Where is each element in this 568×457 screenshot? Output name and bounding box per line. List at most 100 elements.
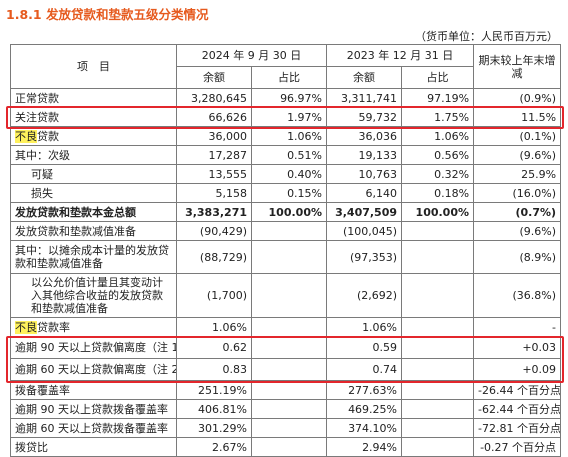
header-item: 项 目 xyxy=(10,44,177,89)
change-value: -62.44 个百分点 xyxy=(473,399,562,419)
ratio-2024: 1.06% xyxy=(250,126,328,146)
row-label: 正常贷款 xyxy=(10,88,177,108)
table-row: 以公允价值计量且其变动计入其他综合收益的发放贷款和垫款减值准备 (1,700) … xyxy=(10,273,562,318)
ratio-2024: 1.97% xyxy=(250,107,328,127)
row-label-rest: 贷款率 xyxy=(37,320,70,334)
highlight-box-overdue-deviation xyxy=(6,336,564,383)
balance-2024: 3,383,271 xyxy=(176,202,252,222)
balance-2023: (2,692) xyxy=(326,273,403,318)
loan-classification-table: 项 目 2024 年 9 月 30 日 2023 年 12 月 31 日 期末较… xyxy=(10,44,562,457)
balance-2024: (1,700) xyxy=(176,273,252,318)
table-row: 发放贷款和垫款本金总额 3,383,271 100.00% 3,407,509 … xyxy=(10,202,562,222)
balance-2023: 277.63% xyxy=(326,380,403,400)
change-value: (8.9%) xyxy=(473,240,562,274)
balance-2024: 3,280,645 xyxy=(176,88,252,108)
balance-2023: 10,763 xyxy=(326,164,403,184)
balance-2023: 3,407,509 xyxy=(326,202,403,222)
table-row: 关注贷款 66,626 1.97% 59,732 1.75% 11.5% xyxy=(10,107,562,127)
header-ratio-2024: 占比 xyxy=(250,66,328,89)
balance-2024: (88,729) xyxy=(176,240,252,274)
change-value: -0.27 个百分点 xyxy=(473,437,562,457)
row-label-rest: 贷款 xyxy=(37,129,59,143)
balance-2023: 1.06% xyxy=(326,317,403,337)
table-row: 不良贷款率 1.06% 1.06% - xyxy=(10,317,562,337)
unit-note: （货币单位：人民币百万元） xyxy=(415,30,558,43)
table-row: 逾期 90 天以上贷款偏离度（注 1） 0.62 0.59 +0.03 xyxy=(10,336,562,359)
ratio-2023: 0.56% xyxy=(401,145,475,165)
balance-2024: 36,000 xyxy=(176,126,252,146)
header-change: 期末较上年末增减 xyxy=(473,44,562,89)
row-label: 其中：次级 xyxy=(10,145,177,165)
row-label: 损失 xyxy=(10,183,177,203)
balance-2023: 36,036 xyxy=(326,126,403,146)
row-label: 不良贷款率 xyxy=(10,317,177,337)
table-row: 拨贷比 2.67% 2.94% -0.27 个百分点 xyxy=(10,437,562,457)
row-label: 不良贷款 xyxy=(10,126,177,146)
highlighted-text: 不良 xyxy=(15,129,37,143)
table-row: 发放贷款和垫款减值准备 (90,429) (100,045) (9.6%) xyxy=(10,221,562,241)
row-label: 逾期 60 天以上贷款拨备覆盖率 xyxy=(10,418,177,438)
table-row: 逾期 90 天以上贷款拨备覆盖率 406.81% 469.25% -62.44 … xyxy=(10,399,562,419)
balance-2024: 5,158 xyxy=(176,183,252,203)
balance-2024: 301.29% xyxy=(176,418,252,438)
change-value: +0.09 xyxy=(473,358,562,381)
row-label: 发放贷款和垫款减值准备 xyxy=(10,221,177,241)
ratio-2023: 1.75% xyxy=(401,107,475,127)
change-value: 11.5% xyxy=(473,107,562,127)
change-value: -26.44 个百分点 xyxy=(473,380,562,400)
change-value: (0.1%) xyxy=(473,126,562,146)
section-title: 1.8.1 发放贷款和垫款五级分类情况 xyxy=(6,7,209,22)
row-label: 拨备覆盖率 xyxy=(10,380,177,400)
balance-2024: 0.83 xyxy=(176,358,252,381)
table-row: 逾期 60 天以上贷款拨备覆盖率 301.29% 374.10% -72.81 … xyxy=(10,418,562,438)
change-value: (16.0%) xyxy=(473,183,562,203)
balance-2023: (97,353) xyxy=(326,240,403,274)
ratio-2024: 0.51% xyxy=(250,145,328,165)
ratio-2024: 0.40% xyxy=(250,164,328,184)
balance-2024: 251.19% xyxy=(176,380,252,400)
table-row: 其中：次级 17,287 0.51% 19,133 0.56% (9.6%) xyxy=(10,145,562,165)
table-row: 正常贷款 3,280,645 96.97% 3,311,741 97.19% (… xyxy=(10,88,562,108)
ratio-2024: 100.00% xyxy=(250,202,328,222)
table-row: 不良贷款 36,000 1.06% 36,036 1.06% (0.1%) xyxy=(10,126,562,146)
balance-2023: (100,045) xyxy=(326,221,403,241)
row-label: 逾期 90 天以上贷款拨备覆盖率 xyxy=(10,399,177,419)
balance-2023: 19,133 xyxy=(326,145,403,165)
change-value: - xyxy=(473,317,562,337)
highlight-box-attention-loans xyxy=(6,106,564,129)
change-value: (0.7%) xyxy=(473,202,562,222)
change-value: (9.6%) xyxy=(473,221,562,241)
balance-2023: 6,140 xyxy=(326,183,403,203)
balance-2023: 2.94% xyxy=(326,437,403,457)
balance-2023: 374.10% xyxy=(326,418,403,438)
header-period-2023: 2023 年 12 月 31 日 xyxy=(326,44,475,67)
header-ratio-2023: 占比 xyxy=(401,66,475,89)
table-row: 其中：以摊余成本计量的发放贷款和垫款减值准备 (88,729) (97,353)… xyxy=(10,240,562,274)
change-value: (0.9%) xyxy=(473,88,562,108)
header-period-2024: 2024 年 9 月 30 日 xyxy=(175,44,328,67)
row-label: 以公允价值计量且其变动计入其他综合收益的发放贷款和垫款减值准备 xyxy=(10,273,177,318)
row-label: 其中：以摊余成本计量的发放贷款和垫款减值准备 xyxy=(10,240,177,274)
change-value: 25.9% xyxy=(473,164,562,184)
table-row: 拨备覆盖率 251.19% 277.63% -26.44 个百分点 xyxy=(10,380,562,400)
balance-2024: 2.67% xyxy=(176,437,252,457)
balance-2024: 13,555 xyxy=(176,164,252,184)
row-label: 拨贷比 xyxy=(10,437,177,457)
balance-2024: 1.06% xyxy=(176,317,252,337)
ratio-2024: 96.97% xyxy=(250,88,328,108)
balance-2023: 3,311,741 xyxy=(326,88,403,108)
balance-2024: 406.81% xyxy=(176,399,252,419)
ratio-2024: 0.15% xyxy=(250,183,328,203)
table-row: 损失 5,158 0.15% 6,140 0.18% (16.0%) xyxy=(10,183,562,203)
change-value: -72.81 个百分点 xyxy=(473,418,562,438)
ratio-2023: 0.18% xyxy=(401,183,475,203)
table-row: 可疑 13,555 0.40% 10,763 0.32% 25.9% xyxy=(10,164,562,184)
change-value: (9.6%) xyxy=(473,145,562,165)
ratio-2023: 1.06% xyxy=(401,126,475,146)
ratio-2023: 97.19% xyxy=(401,88,475,108)
header-balance-2024: 余额 xyxy=(176,66,252,89)
ratio-2023: 0.32% xyxy=(401,164,475,184)
balance-2023: 469.25% xyxy=(326,399,403,419)
highlighted-text: 不良 xyxy=(15,320,37,334)
ratio-2023: 100.00% xyxy=(401,202,475,222)
